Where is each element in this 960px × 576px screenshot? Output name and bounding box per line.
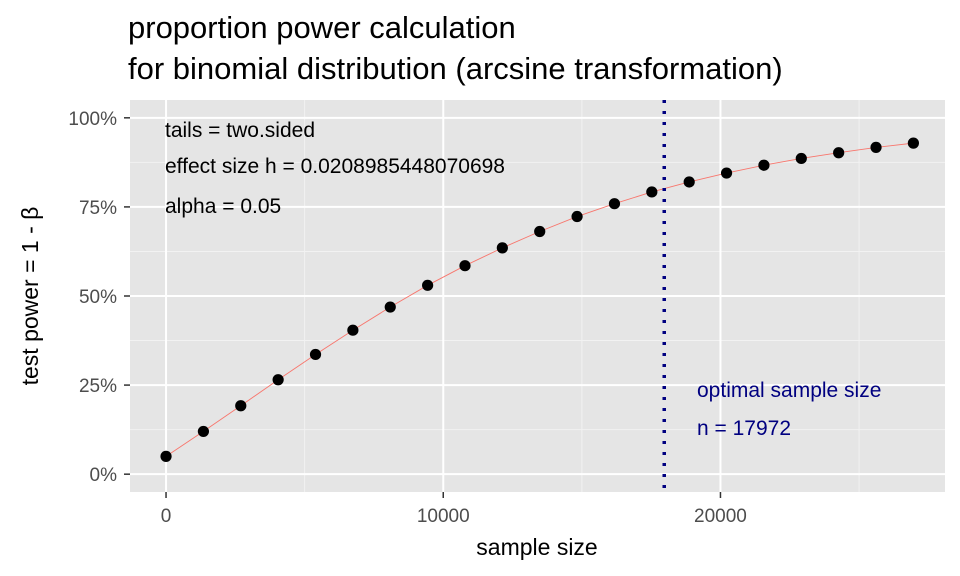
data-point <box>235 400 247 412</box>
data-point <box>683 176 695 188</box>
annotation-alpha: alpha = 0.05 <box>165 195 281 218</box>
y-tick-label: 75% <box>79 198 117 219</box>
data-point <box>758 159 770 171</box>
data-point <box>646 186 658 198</box>
data-point <box>422 279 434 291</box>
data-point <box>197 425 210 438</box>
chart-title-line-2: for binomial distribution (arcsine trans… <box>128 51 783 86</box>
data-point <box>384 301 396 313</box>
data-point <box>907 137 919 149</box>
x-tick-label: 0 <box>161 506 172 527</box>
data-point <box>795 152 807 165</box>
data-point <box>571 210 583 223</box>
optimal-label-line-1: optimal sample size <box>697 379 881 402</box>
annotation-effect-size: effect size h = 0.0208985448070698 <box>165 155 505 178</box>
data-point <box>608 198 621 210</box>
x-axis-label: sample size <box>476 534 597 560</box>
y-axis-label: test power = 1 - β <box>17 207 43 386</box>
y-axis-ticks: 0% 25% 50% 75% 100% <box>68 109 130 486</box>
data-point <box>347 324 359 336</box>
data-point <box>496 242 508 254</box>
y-tick-label: 0% <box>90 465 118 486</box>
optimal-label-line-2: n = 17972 <box>697 417 791 440</box>
y-tick-label: 100% <box>68 109 117 130</box>
data-point <box>272 374 284 386</box>
data-points <box>160 137 919 462</box>
data-point <box>459 260 471 272</box>
x-tick-label: 20000 <box>694 506 747 527</box>
x-axis-ticks: 0 10000 20000 <box>161 492 747 527</box>
data-point <box>534 225 546 238</box>
grid-major <box>130 100 945 492</box>
y-tick-label: 25% <box>79 376 117 397</box>
chart-title-line-1: proportion power calculation <box>128 10 516 45</box>
data-point <box>309 348 322 361</box>
data-point <box>160 450 172 462</box>
data-point <box>833 147 845 159</box>
y-tick-label: 50% <box>79 287 117 308</box>
data-point <box>870 141 882 153</box>
x-tick-label: 10000 <box>417 506 470 527</box>
data-point <box>720 167 733 179</box>
annotation-tails: tails = two.sided <box>165 119 315 142</box>
